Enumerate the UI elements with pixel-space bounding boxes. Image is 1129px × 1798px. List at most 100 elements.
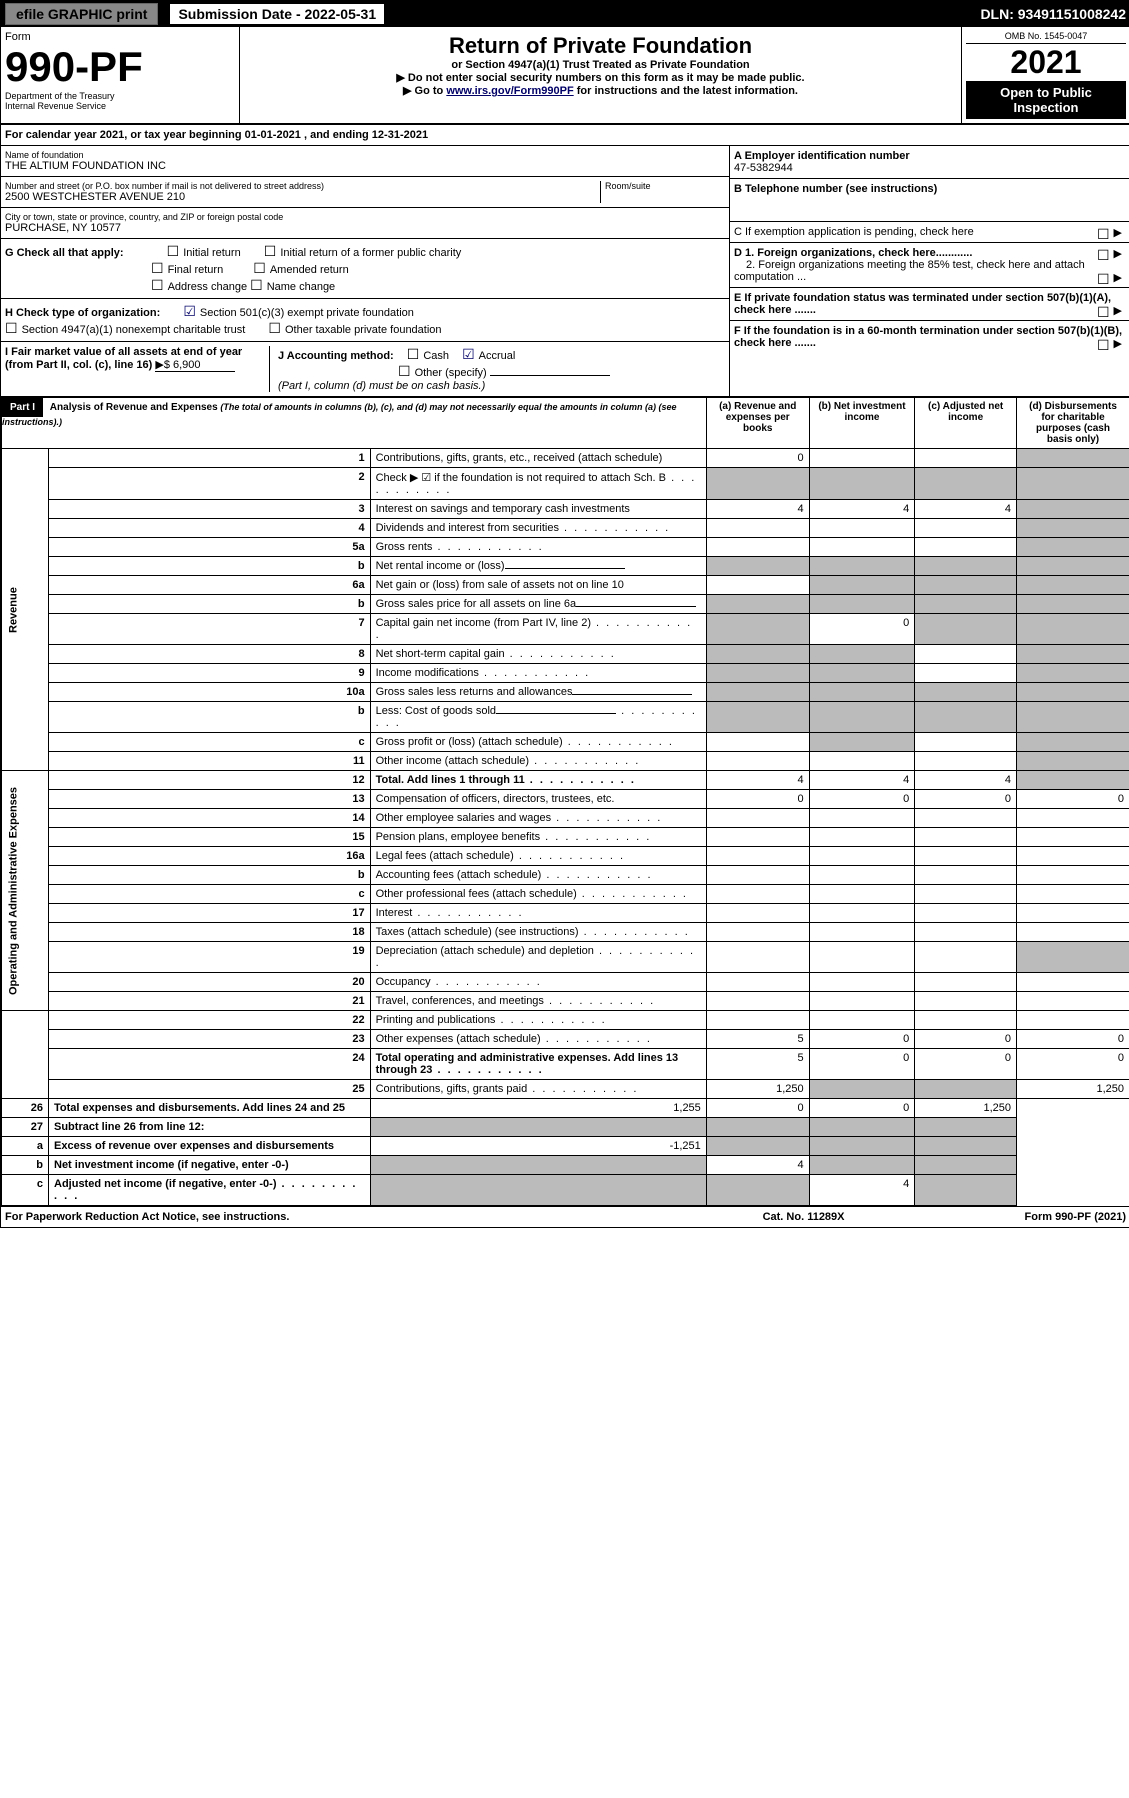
- other-taxable-checkbox[interactable]: Other taxable private foundation: [268, 324, 441, 336]
- line-number: 6a: [49, 576, 371, 595]
- final-return-checkbox[interactable]: Final return: [151, 264, 223, 276]
- foundation-address: 2500 WESTCHESTER AVENUE 210: [5, 191, 600, 203]
- line-description: Net gain or (loss) from sale of assets n…: [370, 576, 706, 595]
- line-number: 14: [49, 809, 371, 828]
- col-d-value: [1017, 468, 1129, 500]
- ein-label: A Employer identification number: [734, 150, 910, 162]
- foundation-name: THE ALTIUM FOUNDATION INC: [5, 160, 725, 172]
- initial-return-checkbox[interactable]: Initial return: [167, 247, 241, 259]
- col-d-value: 0: [1017, 790, 1129, 809]
- foundation-city: PURCHASE, NY 10577: [5, 222, 725, 234]
- col-c-header: (c) Adjusted net income: [915, 398, 1017, 449]
- line-description: Gross profit or (loss) (attach schedule): [370, 733, 706, 752]
- f-arrow: [1114, 337, 1126, 350]
- amended-return-checkbox[interactable]: Amended return: [253, 264, 348, 276]
- line-number: c: [2, 1175, 49, 1206]
- c-checkbox[interactable]: [1097, 226, 1114, 243]
- col-d-value: [1017, 847, 1129, 866]
- col-b-value: 0: [809, 1030, 915, 1049]
- table-row: 20Occupancy: [2, 973, 1129, 992]
- f-checkbox[interactable]: [1097, 337, 1114, 354]
- col-b-value: [706, 1118, 809, 1137]
- col-c-value: 4: [915, 771, 1017, 790]
- col-a-value: [370, 1156, 706, 1175]
- col-d-value: [1017, 595, 1129, 614]
- col-b-value: [809, 557, 915, 576]
- col-a-value: [706, 557, 809, 576]
- table-row: 7Capital gain net income (from Part IV, …: [2, 614, 1129, 645]
- col-b-value: [706, 1137, 809, 1156]
- efile-print-button[interactable]: efile GRAPHIC print: [5, 3, 158, 25]
- col-b-value: [809, 752, 915, 771]
- col-a-value: [706, 847, 809, 866]
- col-b-value: 4: [809, 771, 915, 790]
- line-number: b: [49, 866, 371, 885]
- section-c: C If exemption application is pending, c…: [730, 222, 1129, 243]
- d2-checkbox[interactable]: [1097, 271, 1114, 288]
- col-a-value: 5: [706, 1049, 809, 1080]
- d1-checkbox[interactable]: [1097, 247, 1114, 264]
- col-c-value: [915, 664, 1017, 683]
- col-d-value: [1017, 752, 1129, 771]
- 4947a1-checkbox[interactable]: Section 4947(a)(1) nonexempt charitable …: [5, 324, 245, 336]
- col-a-value: [706, 702, 809, 733]
- col-b-value: [809, 538, 915, 557]
- ein-cell: A Employer identification number 47-5382…: [730, 146, 1129, 179]
- col-b-value: 0: [706, 1099, 809, 1118]
- e-checkbox[interactable]: [1097, 304, 1114, 321]
- col-b-value: [809, 468, 915, 500]
- line-number: 7: [49, 614, 371, 645]
- col-d-value: [1017, 519, 1129, 538]
- col-b-value: [809, 847, 915, 866]
- section-h: H Check type of organization: Section 50…: [1, 299, 729, 342]
- col-a-value: [706, 866, 809, 885]
- col-a-value: [706, 468, 809, 500]
- col-c-value: [915, 942, 1017, 973]
- col-a-header: (a) Revenue and expenses per books: [706, 398, 809, 449]
- line-number: 4: [49, 519, 371, 538]
- line-number: b: [2, 1156, 49, 1175]
- table-row: 17Interest: [2, 904, 1129, 923]
- col-d-value: [1017, 942, 1129, 973]
- id-right: A Employer identification number 47-5382…: [729, 146, 1129, 396]
- address-cell: Number and street (or P.O. box number if…: [1, 177, 729, 208]
- city-label: City or town, state or province, country…: [5, 212, 725, 222]
- col-d-value: [1017, 500, 1129, 519]
- other-method-checkbox[interactable]: Other (specify): [398, 367, 487, 379]
- line-number: 9: [49, 664, 371, 683]
- form-number: 990-PF: [5, 43, 235, 91]
- col-b-value: [809, 645, 915, 664]
- col-c-value: [915, 576, 1017, 595]
- table-row: 27Subtract line 26 from line 12:: [2, 1118, 1129, 1137]
- cash-checkbox[interactable]: Cash: [407, 350, 449, 362]
- form-title: Return of Private Foundation: [246, 33, 955, 59]
- line-number: 3: [49, 500, 371, 519]
- submission-date-label: Submission Date - 2022-05-31: [166, 6, 384, 22]
- form-word: Form: [5, 31, 235, 43]
- name-change-checkbox[interactable]: Name change: [250, 281, 335, 293]
- line-description: Printing and publications: [370, 1011, 706, 1030]
- line-number: 24: [49, 1049, 371, 1080]
- col-c-value: [915, 973, 1017, 992]
- c-label: C If exemption application is pending, c…: [734, 226, 974, 238]
- line-description: Other expenses (attach schedule): [370, 1030, 706, 1049]
- accrual-checkbox[interactable]: Accrual: [462, 350, 515, 362]
- irs-link[interactable]: www.irs.gov/Form990PF: [446, 85, 573, 97]
- col-c-value: 4: [915, 500, 1017, 519]
- table-row: 23Other expenses (attach schedule)5000: [2, 1030, 1129, 1049]
- table-row: 16aLegal fees (attach schedule): [2, 847, 1129, 866]
- address-change-checkbox[interactable]: Address change: [151, 281, 247, 293]
- col-b-value: [809, 828, 915, 847]
- col-b-value: [809, 733, 915, 752]
- 501c3-checkbox[interactable]: Section 501(c)(3) exempt private foundat…: [183, 307, 414, 319]
- room-label: Room/suite: [605, 181, 725, 191]
- d2-label: 2. Foreign organizations meeting the 85%…: [734, 259, 1085, 283]
- line-number: b: [49, 557, 371, 576]
- line-number: 22: [49, 1011, 371, 1030]
- line-number: 18: [49, 923, 371, 942]
- table-row: 19Depreciation (attach schedule) and dep…: [2, 942, 1129, 973]
- former-public-charity-checkbox[interactable]: Initial return of a former public charit…: [264, 247, 462, 259]
- j-label: J Accounting method:: [278, 350, 394, 362]
- table-row: 11Other income (attach schedule): [2, 752, 1129, 771]
- line-description: Capital gain net income (from Part IV, l…: [370, 614, 706, 645]
